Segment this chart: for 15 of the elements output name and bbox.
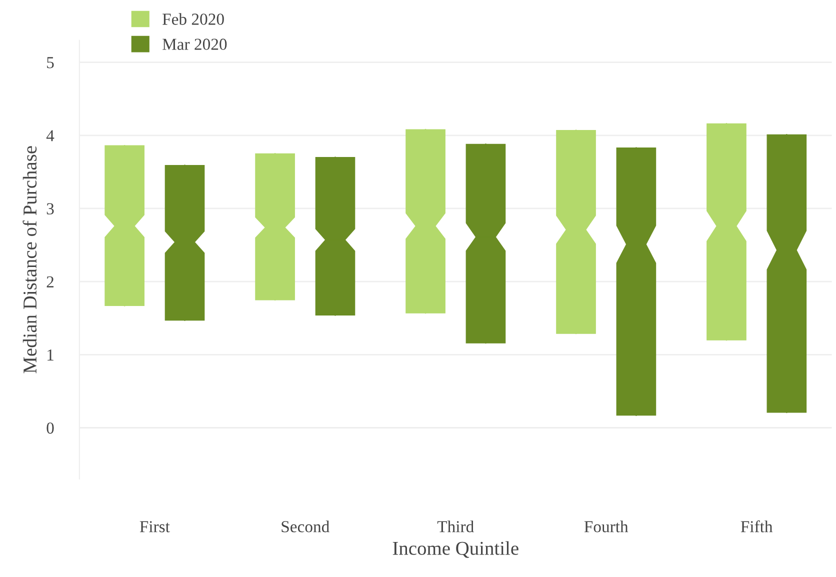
y-tick-label: 4: [46, 130, 54, 142]
y-axis-title: Median Distance of Purchase: [22, 146, 37, 374]
y-tick-label: 0: [46, 422, 54, 434]
x-tick-label: First: [140, 521, 170, 532]
y-tick-label: 2: [46, 276, 54, 288]
legend-label: Feb 2020: [162, 13, 224, 25]
y-tick-label: 5: [47, 57, 54, 68]
y-tick-label: 3: [46, 203, 54, 214]
x-axis-title: Income Quintile: [392, 541, 518, 558]
x-tick-label: Second: [282, 520, 330, 532]
x-tick-label: Third: [437, 520, 474, 532]
legend-label: Mar 2020: [162, 38, 227, 50]
x-tick-label: Fourth: [584, 520, 628, 532]
x-tick-label: Fifth: [740, 520, 773, 532]
y-tick-label: 1: [48, 349, 54, 360]
